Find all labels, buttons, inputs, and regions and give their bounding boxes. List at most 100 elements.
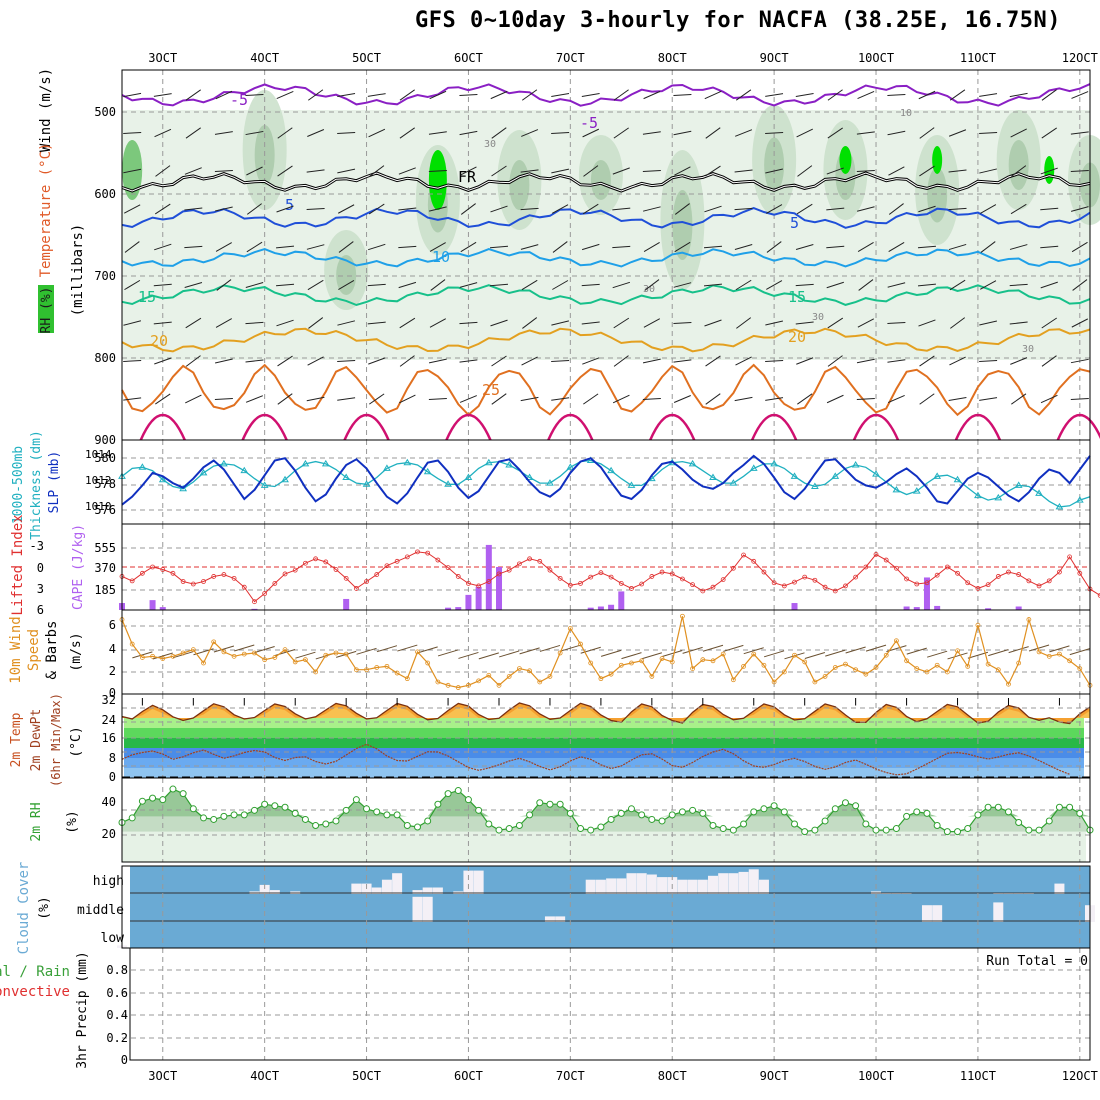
label-temperature: Temperature (°C)	[38, 143, 54, 278]
cape-lifted-panel	[119, 523, 1100, 611]
wind10-point	[965, 663, 971, 669]
wind10-point	[822, 674, 828, 679]
wind-barb	[368, 357, 386, 365]
lifted-index-point	[771, 580, 777, 586]
wind-barb	[581, 93, 600, 97]
rh-point	[200, 814, 208, 822]
wind-barb	[521, 89, 538, 101]
rh-tick: 40	[102, 795, 116, 809]
lifted-index-point	[741, 552, 746, 558]
rh-point	[638, 811, 646, 819]
cloud-cell-high	[707, 875, 718, 894]
cloud-cell-high	[697, 879, 708, 894]
wind10-point	[190, 647, 196, 653]
wind-barb	[123, 320, 142, 326]
wind-barb	[887, 321, 906, 325]
cloud-cell-high	[381, 879, 392, 894]
cloud-cell-high	[595, 879, 606, 894]
wind10-point	[394, 670, 400, 676]
wind-barb	[184, 167, 202, 175]
lifted-index-point	[496, 571, 502, 577]
wind10-barb	[865, 644, 887, 652]
rh-point	[128, 814, 136, 822]
rh-point	[352, 796, 360, 804]
lifted-index-point	[221, 572, 227, 577]
wind-barb	[245, 282, 264, 288]
rh-point	[668, 811, 676, 819]
date-label-top-9OCT: 9OCT	[760, 51, 789, 65]
wind10-point	[241, 651, 247, 657]
thickness-point	[933, 472, 942, 479]
contour-20	[121, 327, 1091, 353]
wind10-point	[272, 655, 278, 660]
rh-point	[791, 820, 799, 828]
wind-barb	[643, 318, 661, 328]
date-label-bottom-9OCT: 9OCT	[760, 1069, 789, 1083]
thickness-point	[484, 458, 493, 466]
temp-tick: 8	[109, 751, 116, 765]
wind10-point	[863, 671, 869, 677]
cloud-cell-high	[626, 873, 637, 894]
wind10-point	[598, 676, 604, 682]
wind-barb	[522, 317, 538, 329]
cloud-cell-high	[351, 883, 362, 894]
wind-barb	[948, 207, 967, 211]
thickness-point	[811, 482, 819, 490]
wind-barb	[398, 394, 416, 404]
rh-point	[179, 790, 187, 798]
thickness-point	[444, 480, 452, 487]
wind-barb	[919, 165, 935, 177]
wind-barb	[642, 131, 661, 135]
rh-point	[526, 811, 534, 819]
lifted-index-point	[853, 574, 859, 580]
rh-point	[536, 799, 544, 807]
wind10-point	[588, 660, 594, 666]
wind10-point	[618, 662, 624, 668]
wind-barb	[1009, 283, 1028, 287]
cape-tick: 370	[94, 561, 116, 575]
wind-barb	[368, 128, 386, 138]
label-slp: SLP (mb)	[47, 451, 62, 514]
thickness-point	[872, 470, 880, 477]
wind10-point	[924, 669, 930, 675]
wind-barb	[1040, 245, 1059, 249]
temp-band	[124, 748, 1084, 758]
contour-label: 30	[643, 284, 655, 295]
temp-tick: 32	[102, 693, 116, 707]
lifted-tick: -3	[30, 539, 44, 553]
wind-barb	[337, 168, 356, 174]
rh-point	[1035, 826, 1043, 834]
date-label-bottom-5OCT: 5OCT	[352, 1069, 381, 1083]
thickness-line	[121, 459, 1091, 508]
wind-barb	[185, 355, 201, 367]
wind-barb	[644, 279, 660, 291]
wind-barb	[337, 92, 356, 98]
wind-barb	[460, 166, 477, 176]
lifted-index-point	[516, 561, 522, 567]
wind-barb	[856, 206, 875, 212]
lifted-index-point	[669, 571, 675, 577]
thickness-point	[179, 484, 188, 492]
wind-barb	[308, 89, 324, 101]
wind-barb	[490, 245, 509, 249]
thickness-point	[912, 487, 921, 494]
wind-barb	[308, 317, 324, 329]
label-temp-1: 2m Temp	[9, 712, 24, 767]
wind-barb	[459, 130, 478, 136]
axes-labels: 3OCT 3OCT 4OCT 4OCT 5OCT 5OCT 6OCT 6OCT 7OCT 7OCT…	[0, 51, 1098, 1083]
wind-barb	[1070, 358, 1089, 364]
thickness-point	[974, 491, 982, 499]
wind-barb	[491, 165, 507, 177]
wind-barb	[459, 395, 477, 403]
wind-barb	[551, 132, 570, 134]
wind10-barb	[560, 644, 581, 652]
wind10-point	[669, 659, 675, 665]
rh-point	[954, 828, 962, 836]
lifted-index-point	[588, 574, 594, 580]
wind-barb	[551, 360, 570, 362]
wind10-point	[282, 647, 288, 653]
lifted-index-point	[955, 570, 960, 576]
wind-barb	[673, 395, 691, 403]
wind-barb	[826, 167, 844, 175]
cape-bar	[587, 607, 594, 610]
